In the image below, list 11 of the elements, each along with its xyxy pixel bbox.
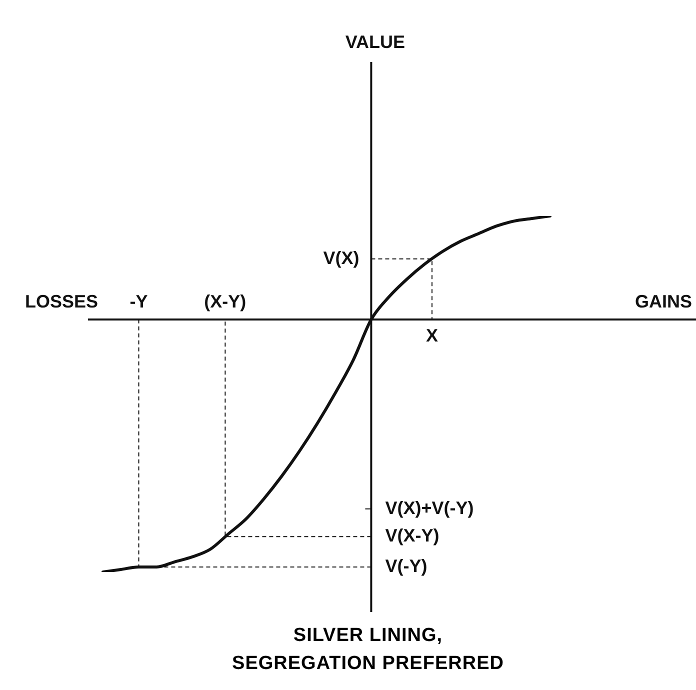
annotation: X [426,325,438,346]
ref-line-label: V(X)+V(-Y) [385,498,474,518]
ref-line-label: V(-Y) [385,556,428,576]
ref-line-label: V(X-Y) [385,526,440,546]
ref-line-label: V(X) [323,248,360,268]
annotation: LOSSES [25,291,98,312]
text: SILVER LINING, SEGREGATION PREFERRED [231,624,505,676]
x-axis-title: GAINS [634,291,692,312]
annotation: -Y [130,291,148,312]
text: VALUE [345,32,406,52]
annotation: (X-Y) [204,291,246,312]
